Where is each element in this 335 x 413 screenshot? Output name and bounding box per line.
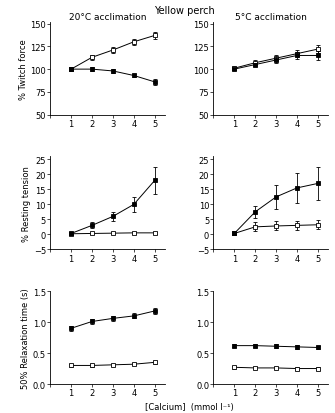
Title: 5°C acclimation: 5°C acclimation [235,13,307,22]
Text: Yellow perch: Yellow perch [154,6,215,16]
Text: [Calcium]  (mmol l⁻¹): [Calcium] (mmol l⁻¹) [145,402,233,411]
Title: 20°C acclimation: 20°C acclimation [69,13,146,22]
Y-axis label: 50% Relaxation time (s): 50% Relaxation time (s) [21,287,30,388]
Y-axis label: % Twitch force: % Twitch force [18,39,27,100]
Y-axis label: % Resting tension: % Resting tension [22,166,31,241]
